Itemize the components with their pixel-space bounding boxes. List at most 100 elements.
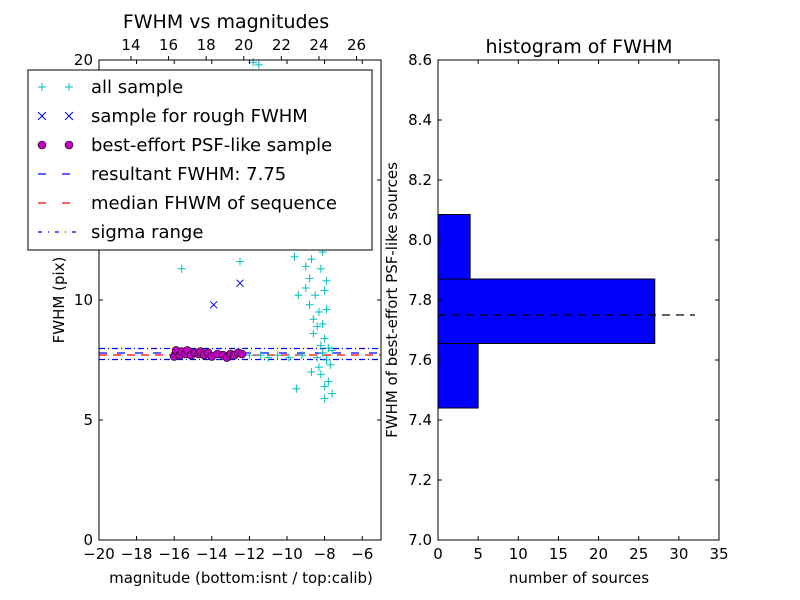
all-sample-point bbox=[236, 257, 244, 266]
all-sample-point bbox=[294, 291, 303, 300]
legend-box bbox=[27, 69, 373, 251]
histogram-bar bbox=[437, 343, 479, 409]
all-sample-point bbox=[309, 329, 318, 338]
histogram-x-tick-label: 15 bbox=[549, 545, 568, 563]
histogram-x-tick-label: 0 bbox=[433, 545, 443, 563]
scatter-plot: FWHM vs magnitudes −20 −18 −16 −14 −12 −10 −8−… bbox=[27, 11, 382, 587]
all-sample-point bbox=[301, 284, 310, 292]
histogram-x-ticks: 0 5 10 15 20 25 30 35 bbox=[433, 60, 729, 563]
histogram-bar bbox=[437, 278, 656, 344]
scatter-y-label: FWHM (pix) bbox=[50, 257, 68, 344]
histogram-x-tick-label: 20 bbox=[589, 545, 608, 563]
legend-marker-rough-2-b bbox=[64, 111, 74, 121]
all-sample-point bbox=[320, 334, 329, 343]
all-sample-point bbox=[324, 377, 333, 386]
legend-label-best-sample: best-effort PSF-like sample bbox=[91, 135, 332, 156]
all-sample-point bbox=[318, 348, 327, 357]
rough-sample-point-b bbox=[236, 279, 244, 288]
scatter-top-tick-label: 16 bbox=[159, 36, 178, 54]
all-sample-point bbox=[311, 291, 320, 300]
scatter-y-tick-label: 10 bbox=[74, 291, 93, 309]
histogram-y-tick-label: 8.0 bbox=[408, 231, 432, 249]
all-sample-point bbox=[298, 351, 307, 360]
scatter-top-ticks: 14 16 18 20 22 24 26 bbox=[121, 36, 366, 60]
scatter-legend: all sample sample for rough FWHM best-ef… bbox=[27, 69, 373, 251]
legend-label-resultant-fwhm: resultant FWHM: 7.75 bbox=[91, 164, 286, 185]
rough-sample-point-b bbox=[209, 300, 218, 309]
all-sample-point bbox=[256, 351, 265, 360]
histogram-y-tick-label: 7.6 bbox=[408, 351, 432, 369]
all-sample-point bbox=[273, 351, 282, 360]
rough-sample-point bbox=[236, 279, 244, 288]
histogram-y-tick-label: 8.6 bbox=[408, 51, 432, 69]
histogram-title: histogram of FWHM bbox=[485, 36, 672, 58]
legend-label-all-sample: all sample bbox=[91, 77, 183, 98]
all-sample-point bbox=[313, 322, 322, 331]
histogram-x-tick-label: 25 bbox=[629, 545, 648, 563]
all-sample-point bbox=[322, 276, 331, 285]
all-sample-point bbox=[316, 341, 325, 350]
scatter-top-tick-label: 14 bbox=[121, 36, 140, 54]
best-sample-point bbox=[237, 349, 247, 359]
histogram-x-tick-label: 5 bbox=[473, 545, 483, 563]
histogram-bars bbox=[437, 214, 695, 409]
all-sample-point bbox=[322, 356, 331, 364]
legend-label-sigma-range: sigma range bbox=[91, 222, 203, 243]
scatter-x-tick-label: −10 bbox=[271, 545, 303, 563]
all-sample-point bbox=[307, 255, 316, 264]
all-sample-point bbox=[326, 360, 335, 369]
legend-marker-rough-2 bbox=[64, 111, 74, 121]
scatter-top-tick-label: 20 bbox=[234, 36, 253, 54]
scatter-y-tick-label: 20 bbox=[74, 51, 93, 69]
scatter-x-tick-label: −16 bbox=[158, 545, 190, 563]
all-sample-point bbox=[177, 264, 186, 273]
histogram-bar bbox=[437, 214, 471, 280]
all-sample-point bbox=[314, 308, 323, 316]
all-sample-point bbox=[284, 353, 293, 362]
rough-sample-point bbox=[209, 300, 218, 309]
all-sample-point bbox=[320, 286, 329, 295]
scatter-x-label: magnitude (bottom:isnt / top:calib) bbox=[109, 569, 373, 587]
all-sample-point bbox=[305, 274, 314, 283]
legend-marker-best-2 bbox=[64, 140, 74, 150]
histogram-y-ticks: 7.0 7.2 7.4 7.6 7.8 8.0 8.2 8.4 8.6 bbox=[408, 51, 719, 549]
all-sample-point bbox=[290, 252, 299, 261]
all-sample-point bbox=[305, 300, 314, 309]
scatter-top-tick-label: 26 bbox=[347, 36, 366, 54]
histogram-y-tick-label: 7.0 bbox=[408, 531, 432, 549]
scatter-y-tick-label: 0 bbox=[83, 531, 93, 549]
histogram-y-tick-label: 7.4 bbox=[408, 411, 432, 429]
scatter-top-tick-label: 24 bbox=[309, 36, 328, 54]
all-sample-point bbox=[313, 353, 322, 362]
legend-marker-rough-1 bbox=[37, 111, 47, 121]
legend-marker-all-sample-2 bbox=[65, 83, 73, 91]
scatter-x-tick-label: −8 bbox=[314, 545, 336, 563]
histogram-y-label: FWHM of best-effort PSF-like sources bbox=[383, 162, 401, 438]
all-sample-point bbox=[292, 384, 301, 393]
all-sample-point bbox=[314, 363, 323, 372]
scatter-x-tick-label: −6 bbox=[351, 545, 373, 563]
all-sample-point bbox=[320, 394, 329, 403]
histogram-plot: histogram of FWHM 0 5 10 15 20 25 30 35 7.07.27… bbox=[383, 36, 729, 587]
histogram-x-tick-label: 35 bbox=[709, 545, 728, 563]
scatter-x-tick-label: −14 bbox=[196, 545, 228, 563]
scatter-x-tick-label: −18 bbox=[121, 545, 153, 563]
all-sample-point bbox=[316, 264, 325, 273]
scatter-top-tick-label: 18 bbox=[197, 36, 216, 54]
all-sample-point bbox=[301, 262, 310, 271]
legend-marker-all-sample-1 bbox=[38, 83, 46, 91]
scatter-title: FWHM vs magnitudes bbox=[123, 11, 329, 33]
all-sample-point bbox=[318, 320, 327, 328]
all-sample-point bbox=[322, 305, 331, 314]
histogram-y-tick-label: 7.8 bbox=[408, 291, 432, 309]
histogram-x-tick-label: 30 bbox=[669, 545, 688, 563]
scatter-top-tick-label: 22 bbox=[272, 36, 291, 54]
all-sample-point bbox=[316, 370, 325, 379]
histogram-y-tick-label: 8.4 bbox=[408, 111, 432, 129]
scatter-y-tick-label: 5 bbox=[83, 411, 93, 429]
all-sample-point bbox=[328, 346, 337, 355]
all-sample-point bbox=[254, 60, 263, 69]
legend-label-rough-sample: sample for rough FWHM bbox=[91, 106, 308, 127]
all-sample-point bbox=[320, 382, 329, 391]
